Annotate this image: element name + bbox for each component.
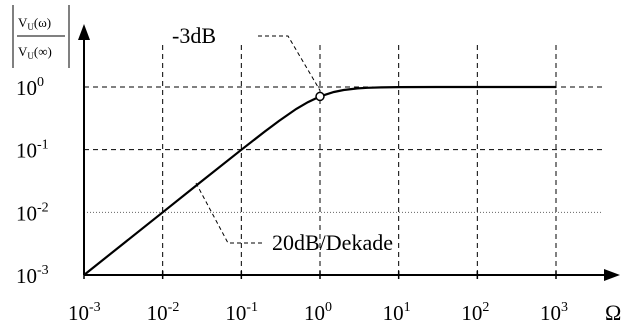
x-axis-label: Ω: [605, 300, 621, 325]
annotation-3db: -3dB: [172, 23, 216, 48]
x-tick-label: 100: [304, 300, 332, 325]
y-tick-label: 10-2: [16, 200, 49, 225]
x-tick-label: 103: [540, 300, 568, 325]
x-tick-label: 102: [461, 300, 489, 325]
y-axis-arrow: [78, 24, 90, 40]
series-layer: [83, 85, 556, 276]
y-tick-labels: 10-3 10-2 10-1 100: [16, 75, 49, 288]
ylabel-numerator: VU(ω): [18, 15, 51, 32]
x-tick-label: 101: [383, 300, 411, 325]
cutoff-marker: [315, 91, 325, 102]
y-tick-label: 10-1: [16, 138, 49, 163]
x-tick-label: 10-1: [225, 300, 258, 325]
x-tick-labels: 10-3 10-2 10-1 100 101 102 103: [68, 300, 568, 325]
x-tick-label: 10-3: [68, 300, 101, 325]
annotations: -3dB 20dB/Dekade: [172, 23, 393, 255]
y-tick-label: 100: [16, 75, 44, 100]
annotation-3db-leader: [258, 35, 321, 91]
grid: [84, 45, 602, 275]
axes: [78, 24, 620, 281]
y-tick-label: 10-3: [16, 263, 49, 288]
x-tick-label: 10-2: [147, 300, 180, 325]
axis-labels: Ω VU(ω) VU(∞): [12, 5, 621, 325]
ylabel-denominator: VU(∞): [18, 44, 52, 61]
x-axis-arrow: [604, 269, 620, 281]
response-curve: [83, 85, 556, 276]
annotation-slope-leader: [195, 182, 264, 244]
annotation-slope: 20dB/Dekade: [272, 230, 393, 255]
